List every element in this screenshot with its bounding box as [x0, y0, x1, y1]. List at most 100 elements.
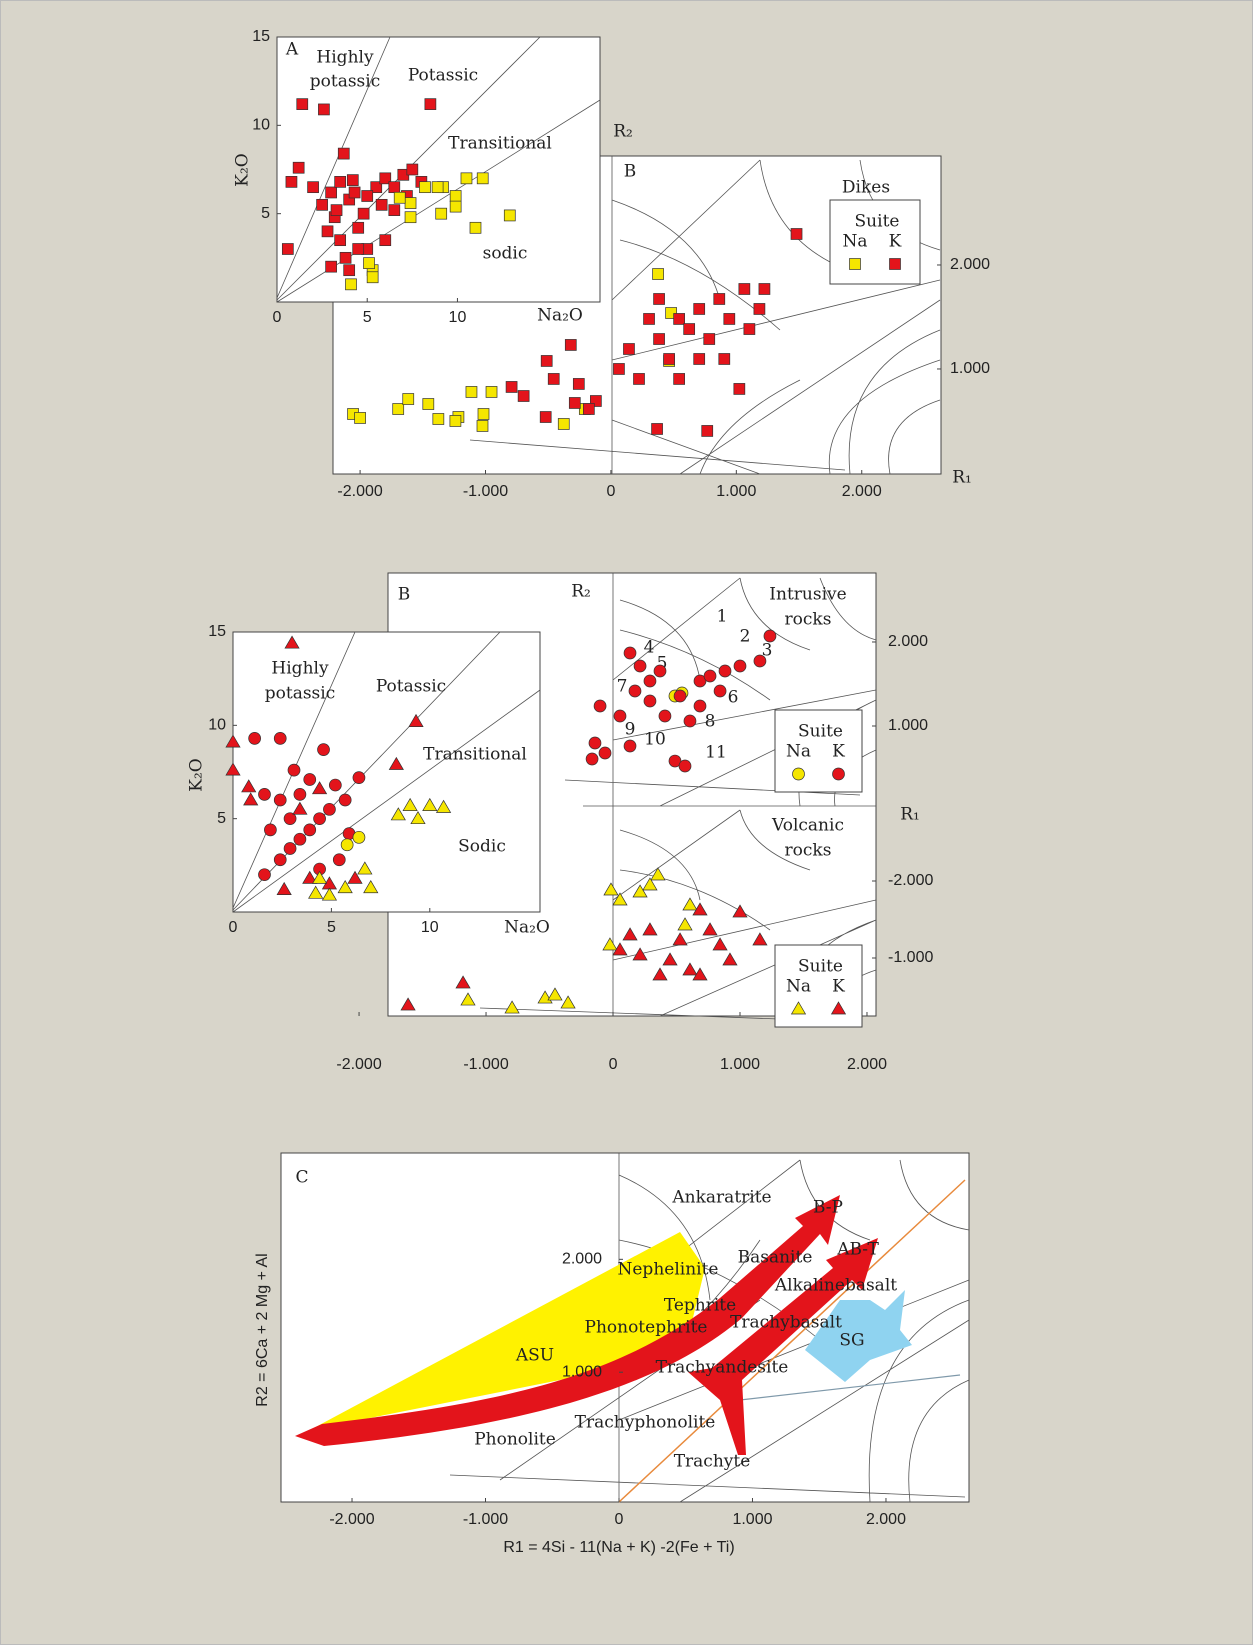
annotation: Transitional [423, 745, 527, 765]
x-tick-label: 2.000 [866, 1511, 906, 1528]
data-point [357, 207, 370, 220]
legend-label: K [889, 232, 902, 252]
data-point [354, 412, 366, 424]
data-point [568, 397, 581, 409]
data-point [539, 411, 552, 423]
data-point [683, 323, 696, 335]
data-point [334, 176, 347, 188]
data-point [404, 197, 417, 209]
data-point [651, 423, 663, 435]
data-point [623, 739, 637, 753]
panel-c: -2.000 -1.000 0 1.000 2.000 1.000 2.000 C R1 = 4… [254, 1152, 970, 1556]
annotation: 8 [705, 712, 716, 732]
x-tick-label: 10 [421, 919, 439, 936]
data-point [348, 186, 361, 199]
annotation: potassic [310, 72, 381, 92]
legend-title: Suite [798, 957, 843, 977]
y-axis-label: K₂O [187, 758, 207, 791]
data-point [225, 762, 241, 776]
data-point [560, 995, 576, 1009]
data-point [476, 172, 489, 185]
annotation: Trachyte [674, 1452, 751, 1472]
annotation: SG [839, 1331, 864, 1351]
data-point [273, 732, 287, 745]
data-point [485, 386, 498, 398]
legend-heading: Dikes [842, 178, 890, 198]
data-point [703, 333, 716, 345]
data-point [264, 823, 277, 837]
data-point [653, 664, 667, 678]
annotation: potassic [265, 684, 336, 704]
data-point [330, 204, 343, 216]
data-point [400, 997, 416, 1011]
data-point [248, 732, 261, 745]
data-point [588, 736, 602, 750]
data-point [225, 734, 241, 748]
data-point [505, 381, 518, 393]
data-point [292, 801, 308, 815]
data-point [658, 709, 672, 723]
x-tick-label: 1.000 [716, 483, 756, 500]
data-point [321, 225, 334, 238]
data-point [449, 415, 462, 427]
panel-b-inset: 0 5 10 5 10 15 Na₂O K₂O Highly potassic Potassic Tr… [187, 623, 550, 937]
data-point [477, 408, 490, 420]
data-point [758, 283, 771, 295]
data-point [435, 207, 448, 220]
data-point [564, 339, 577, 351]
data-point [303, 773, 317, 786]
data-point [424, 98, 437, 110]
boundary-line [618, 1179, 966, 1503]
frame [276, 36, 601, 303]
data-point [307, 181, 319, 194]
data-point [241, 779, 257, 793]
x-tick-label: -2.000 [336, 1056, 381, 1073]
annotation: Phonotephrite [585, 1318, 708, 1338]
data-point [752, 932, 768, 946]
data-point [338, 793, 352, 807]
data-point [633, 659, 647, 673]
data-point [712, 937, 728, 951]
annotation: 5 [657, 654, 668, 674]
x-axis-label: Na₂O [537, 306, 583, 326]
x-axis-label: R₁ [900, 805, 920, 825]
annotation: 4 [644, 638, 655, 658]
x-tick-label: 2.000 [847, 1056, 887, 1073]
y-tick-label: 10 [208, 717, 226, 734]
legend-marker [832, 767, 845, 781]
data-point [366, 271, 379, 284]
data-point [334, 234, 347, 247]
data-point [673, 373, 685, 385]
data-point [643, 313, 655, 325]
data-point [346, 174, 359, 186]
data-point [243, 792, 259, 806]
data-point [302, 870, 318, 884]
panel-a: 0 5 10 5 10 15 A Na₂O K₂O Highly potassic Potassic T… [233, 28, 601, 326]
x-axis-label: R1 = 4Si - 11(Na + K) -2(Fe + Ti) [503, 1539, 734, 1556]
y-axis-label: K₂O [233, 153, 253, 186]
data-point [678, 759, 692, 773]
data-point [357, 861, 373, 875]
data-point [790, 228, 803, 240]
y-axis-label: R₂ [571, 582, 591, 602]
legend-title: Suite [855, 212, 900, 232]
data-point [652, 268, 664, 280]
data-point [352, 830, 366, 844]
data-point [590, 395, 602, 407]
data-point [352, 243, 365, 255]
frame [232, 631, 541, 913]
sg-field [805, 1290, 912, 1382]
data-point [375, 198, 388, 211]
legend-marker [889, 258, 901, 270]
data-point [653, 333, 665, 345]
data-point [763, 629, 777, 643]
data-point [281, 243, 294, 255]
annotation: Potassic [376, 677, 446, 697]
y-tick-label: 5 [217, 810, 226, 827]
y-axis-label: R2 = 6Ca + 2 Mg + Al [254, 1253, 271, 1406]
data-point [460, 992, 476, 1006]
legend-label: K [832, 977, 845, 997]
data-point [632, 884, 648, 898]
legend-box [774, 944, 863, 1028]
data-point [345, 278, 357, 291]
